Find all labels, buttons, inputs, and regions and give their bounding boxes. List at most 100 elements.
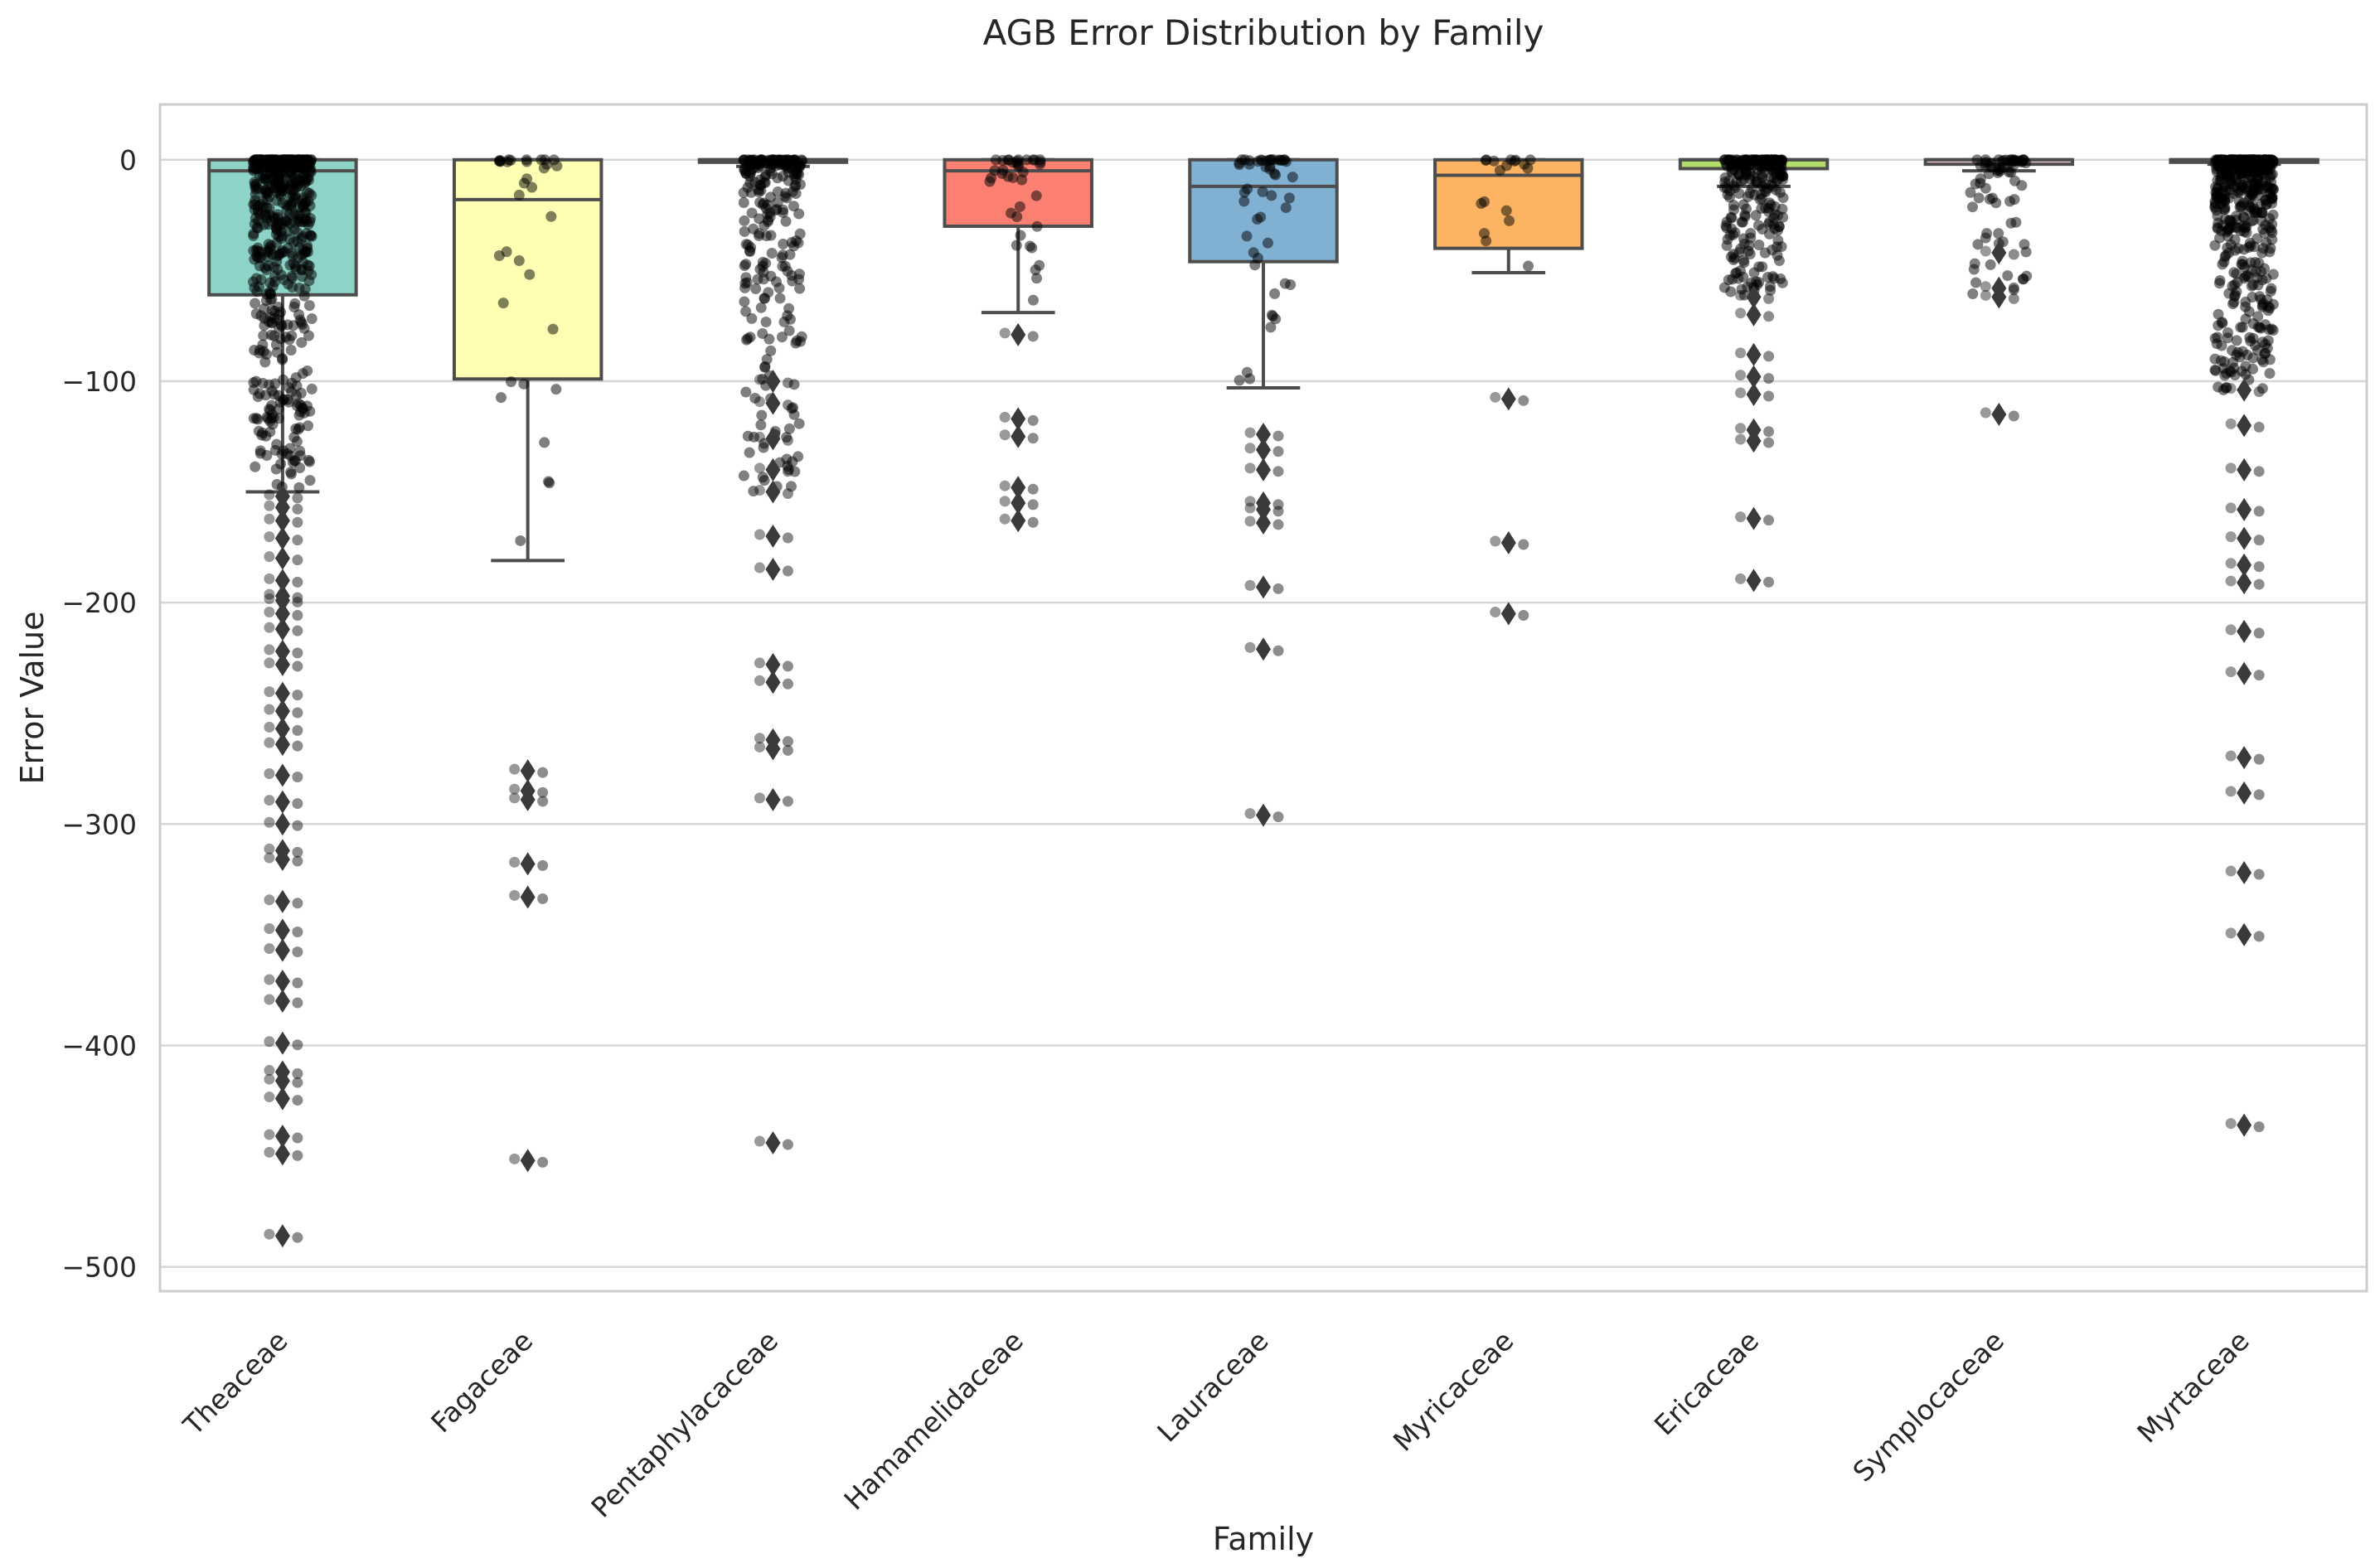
outlier-point	[292, 1149, 303, 1161]
jitter-point	[788, 379, 800, 390]
jitter-point	[2256, 247, 2268, 259]
jitter-point	[2217, 158, 2228, 170]
outlier-marker	[274, 918, 290, 942]
jitter-point	[538, 162, 550, 174]
outlier-point	[1763, 515, 1775, 526]
y-tick-label: −300	[61, 808, 137, 840]
jitter-point	[1522, 162, 1534, 174]
jitter-point	[1738, 199, 1749, 211]
jitter-point	[1772, 241, 1783, 253]
jitter-point	[794, 283, 806, 294]
jitter-point	[1970, 277, 1982, 288]
jitter-points-pentaphylacaceae	[738, 154, 808, 497]
outlier-point	[2225, 624, 2237, 636]
outlier-marker	[765, 427, 781, 451]
jitter-point	[2241, 227, 2252, 239]
jitter-point	[740, 167, 752, 179]
outlier-point	[264, 795, 275, 806]
outlier-point	[264, 500, 275, 511]
outlier-point	[1763, 293, 1775, 304]
outlier-marker	[274, 639, 290, 663]
jitter-point	[2020, 246, 2032, 258]
jitter-point	[1266, 190, 1277, 201]
jitter-point	[749, 392, 761, 404]
jitter-point	[1020, 154, 1032, 166]
outlier-marker	[274, 1124, 290, 1148]
jitter-point	[755, 185, 767, 196]
outlier-point	[782, 744, 793, 756]
jitter-point	[302, 365, 313, 377]
jitter-point	[780, 215, 792, 227]
jitter-point	[1248, 247, 1259, 259]
jitter-point	[2259, 227, 2271, 239]
outlier-marker	[765, 391, 781, 415]
outlier-point	[537, 859, 549, 871]
outlier-point	[264, 843, 275, 854]
outlier-point	[1735, 347, 1747, 359]
jitter-point	[738, 470, 749, 482]
outlier-point	[1244, 502, 1256, 514]
outlier-point	[1735, 573, 1747, 584]
jitter-point	[2010, 216, 2022, 228]
outlier-point	[999, 411, 1011, 423]
outlier-marker	[1256, 438, 1271, 462]
outlier-point	[292, 772, 303, 783]
jitter-point	[306, 313, 317, 325]
jitter-point	[738, 196, 749, 208]
outlier-point	[1763, 351, 1775, 362]
jitter-point	[272, 264, 284, 275]
jitter-point	[1755, 188, 1767, 200]
jitter-point	[1014, 201, 1025, 212]
jitter-point	[759, 293, 770, 304]
outlier-point	[754, 792, 765, 804]
outlier-point	[782, 565, 793, 577]
outlier-point	[754, 431, 765, 443]
outlier-marker	[1256, 497, 1271, 521]
box-body	[1188, 157, 1339, 264]
jitter-point	[250, 298, 261, 309]
outlier-marker	[1500, 530, 1516, 554]
outlier-point	[264, 923, 275, 935]
jitter-point	[301, 154, 313, 166]
jitter-point	[2005, 167, 2017, 178]
outlier-point	[264, 721, 275, 733]
outlier-point	[264, 588, 275, 600]
outlier-marker	[1011, 424, 1026, 448]
outlier-point	[264, 1228, 275, 1240]
outlier-marker	[274, 812, 290, 836]
jitter-point	[273, 231, 284, 243]
jitter-point	[497, 298, 509, 309]
outlier-point	[782, 796, 793, 807]
outlier-marker	[2237, 526, 2252, 550]
jitter-point	[1280, 202, 1292, 214]
outlier-point	[2253, 578, 2265, 590]
outlier-point	[264, 513, 275, 525]
outlier-point	[292, 946, 303, 958]
outlier-point	[292, 554, 303, 566]
outlier-point	[1980, 407, 1991, 419]
outlier-point	[1272, 446, 1284, 457]
jitter-point	[252, 414, 264, 425]
outlier-point	[754, 462, 765, 474]
outlier-marker	[1746, 569, 1762, 593]
jitter-point	[2213, 308, 2224, 320]
jitter-point	[1767, 154, 1778, 166]
jitter-point	[521, 156, 533, 167]
outlier-marker	[765, 480, 781, 504]
jitter-point	[776, 252, 788, 264]
jitter-point	[1504, 215, 1515, 226]
jitter-point	[289, 193, 301, 205]
y-tick-label: 0	[119, 144, 137, 177]
outlier-point	[2225, 418, 2237, 429]
jitter-points-symplocaceae	[1965, 154, 2033, 299]
outlier-marker	[765, 369, 781, 393]
jitter-point	[292, 227, 303, 239]
jitter-point	[2231, 268, 2242, 279]
jitter-point	[1030, 190, 1042, 201]
jitter-point	[1234, 157, 1245, 169]
jitter-point	[772, 196, 783, 208]
outlier-marker	[2237, 619, 2252, 643]
jitter-point	[2231, 335, 2242, 346]
jitter-point	[513, 255, 525, 267]
